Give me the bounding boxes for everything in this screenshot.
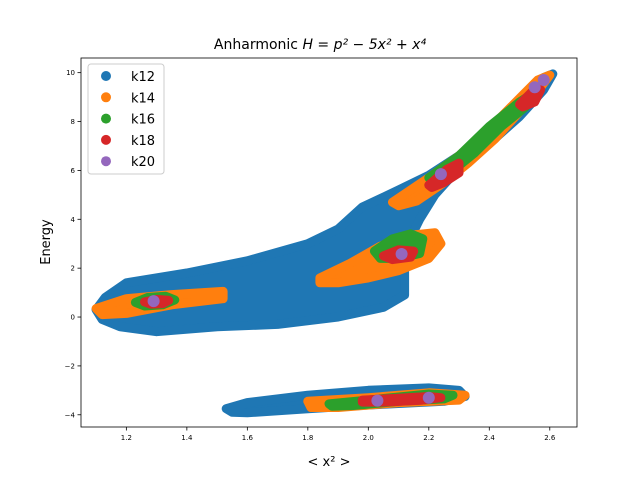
series-k20 <box>147 74 550 407</box>
legend-marker <box>101 156 111 167</box>
x-tick-label: 1.2 <box>121 434 132 442</box>
y-tick-label: 0 <box>71 314 75 322</box>
x-axis: 1.2 1.4 1.6 1.8 2.0 2.2 2.4 2.6 <box>121 427 556 442</box>
series-k20-point-4 <box>528 81 541 94</box>
y-tick-label: 10 <box>66 69 75 77</box>
legend-marker <box>101 71 111 81</box>
y-axis: −4 −2 0 2 4 6 8 10 <box>65 69 81 419</box>
legend-item-k20: k20 <box>101 155 155 170</box>
y-tick-label: −4 <box>65 411 76 419</box>
legend-box <box>87 63 165 175</box>
series-k20-point-6 <box>371 394 384 407</box>
y-tick-label: 2 <box>71 265 75 273</box>
legend-label: k14 <box>131 91 155 106</box>
chart-title-prefix: Anharmonic <box>214 37 303 53</box>
x-tick-label: 2.2 <box>423 434 434 442</box>
y-tick-label: −2 <box>65 362 75 370</box>
x-tick-label: 2.6 <box>544 434 556 442</box>
x-tick-label: 1.8 <box>302 434 313 442</box>
series-k20-point-3 <box>434 168 447 181</box>
series-k20-point-2 <box>395 248 408 260</box>
legend-item-k12: k12 <box>101 70 155 85</box>
axes-frame <box>80 57 578 428</box>
y-tick-label: 8 <box>71 118 75 126</box>
legend-marker <box>101 92 111 103</box>
series-k20-point-5 <box>537 74 550 86</box>
legend-marker <box>101 113 111 124</box>
y-axis-label: Energy <box>39 219 54 265</box>
x-tick-label: 2.0 <box>363 434 374 442</box>
legend-label: k16 <box>131 113 155 128</box>
legend-item-k14: k14 <box>101 91 155 106</box>
plot-area <box>91 69 558 418</box>
series-k18-region-4 <box>515 85 546 112</box>
x-tick-label: 2.4 <box>484 434 496 442</box>
chart-title-math: H = p² − 5x² + x⁴ <box>302 37 426 53</box>
legend: k12 k14 k16 k18 k20 <box>87 63 165 175</box>
legend-item-k16: k16 <box>101 113 155 128</box>
legend-marker <box>101 134 111 145</box>
chart-title: Anharmonic H = p² − 5x² + x⁴ <box>214 37 427 53</box>
legend-label: k18 <box>131 134 155 149</box>
x-axis-label: < x² > <box>308 455 351 470</box>
legend-label: k20 <box>131 155 155 170</box>
series-k20-point-1 <box>147 295 160 308</box>
legend-label: k12 <box>131 70 155 85</box>
y-tick-label: 6 <box>71 167 76 175</box>
x-tick-label: 1.6 <box>242 434 254 442</box>
x-tick-label: 1.4 <box>181 434 193 442</box>
series-k20-point-7 <box>422 391 435 404</box>
legend-item-k18: k18 <box>101 134 155 149</box>
y-tick-label: 4 <box>71 216 76 224</box>
